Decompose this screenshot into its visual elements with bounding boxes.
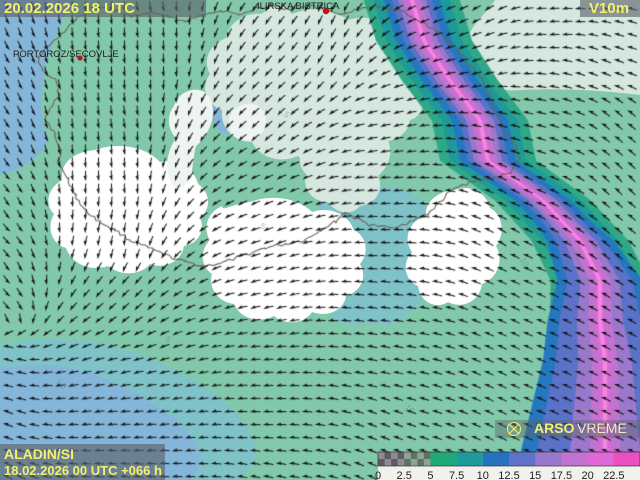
svg-text:ALADIN/SI: ALADIN/SI [4,446,74,462]
svg-text:5: 5 [164,334,173,344]
svg-text:10: 10 [404,403,417,416]
svg-text:7.5: 7.5 [54,377,69,391]
svg-text:20: 20 [581,470,593,480]
svg-text:20.02.2026 18 UTC: 20.02.2026 18 UTC [4,0,135,17]
svg-text:7.5: 7.5 [449,470,464,480]
svg-text:12.5: 12.5 [498,470,519,480]
svg-text:VREME: VREME [577,420,627,436]
svg-text:PORTOROZ/SECOVLJE: PORTOROZ/SECOVLJE [13,49,119,60]
svg-text:7.5: 7.5 [277,106,292,120]
svg-text:10: 10 [477,470,489,480]
svg-text:5: 5 [427,470,433,480]
svg-text:5: 5 [259,221,267,231]
svg-text:10: 10 [518,256,531,269]
svg-text:15: 15 [529,470,541,480]
svg-text:V10m: V10m [589,0,629,17]
svg-text:18.02.2026 00 UTC +066 h: 18.02.2026 00 UTC +066 h [4,463,162,478]
svg-text:22.5: 22.5 [603,470,624,480]
svg-text:0: 0 [375,470,381,480]
svg-text:ARSO: ARSO [534,420,575,436]
svg-text:2.5: 2.5 [397,470,412,480]
svg-text:17.5: 17.5 [551,470,572,480]
